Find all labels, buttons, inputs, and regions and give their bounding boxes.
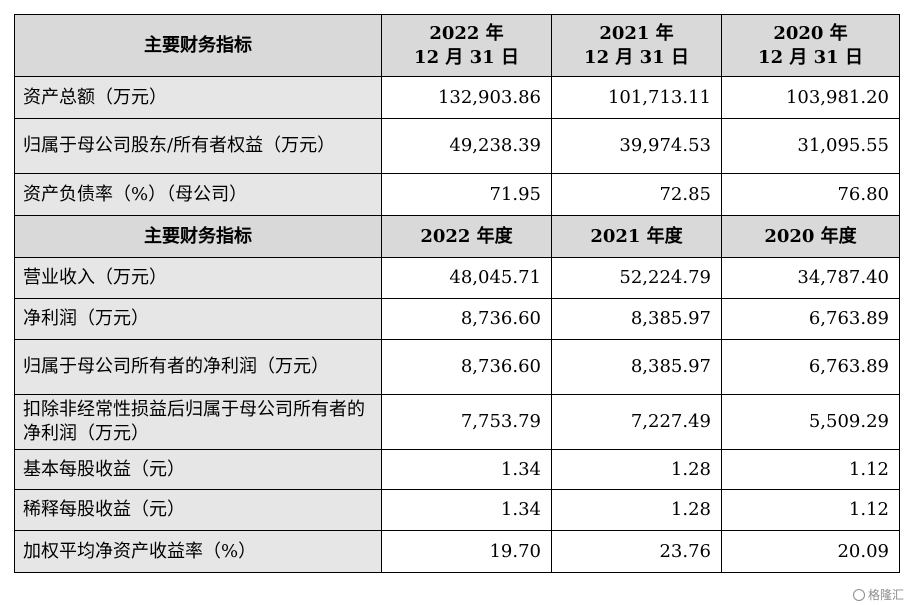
header-year-2020: 2020 年 12 月 31 日 <box>721 14 900 77</box>
table-row: 净利润（万元） 8,736.60 8,385.97 6,763.89 <box>14 298 900 340</box>
header-row-income: 主要财务指标 2022 年度 2021 年度 2020 年度 <box>14 215 900 258</box>
cell-2021: 101,713.11 <box>551 76 722 119</box>
cell-2021: 8,385.97 <box>551 339 722 395</box>
cell-2021: 7,227.49 <box>551 394 722 450</box>
cell-2022: 49,238.39 <box>381 118 552 174</box>
row-label: 归属于母公司所有者的净利润（万元） <box>14 339 382 395</box>
header-label: 主要财务指标 <box>14 215 382 258</box>
cell-2021: 1.28 <box>551 449 722 490</box>
table-row: 扣除非经常性损益后归属于母公司所有者的净利润（万元） 7,753.79 7,22… <box>14 394 900 450</box>
row-label: 营业收入（万元） <box>14 257 382 299</box>
cell-2020: 103,981.20 <box>721 76 900 119</box>
cell-2021: 72.85 <box>551 173 722 216</box>
table-row: 归属于母公司所有者的净利润（万元） 8,736.60 8,385.97 6,76… <box>14 339 900 395</box>
financial-indicators-table: 主要财务指标 2022 年 12 月 31 日 2021 年 12 月 31 日 2… <box>14 14 900 573</box>
row-label: 加权平均净资产收益率（%） <box>14 530 382 573</box>
watermark: 格隆汇 <box>852 586 904 603</box>
cell-2020: 76.80 <box>721 173 900 216</box>
cell-2020: 20.09 <box>721 530 900 573</box>
table-row: 营业收入（万元） 48,045.71 52,224.79 34,787.40 <box>14 257 900 299</box>
cell-2022: 7,753.79 <box>381 394 552 450</box>
header-year-2020: 2020 年度 <box>721 215 900 258</box>
row-label: 稀释每股收益（元） <box>14 489 382 531</box>
logo-icon <box>852 588 865 601</box>
header-year-2021: 2021 年度 <box>551 215 722 258</box>
cell-2022: 1.34 <box>381 449 552 490</box>
cell-2020: 5,509.29 <box>721 394 900 450</box>
table-row: 稀释每股收益（元） 1.34 1.28 1.12 <box>14 489 900 531</box>
row-label: 归属于母公司股东/所有者权益（万元） <box>14 118 382 174</box>
cell-2020: 1.12 <box>721 489 900 531</box>
header-year-2022: 2022 年 12 月 31 日 <box>381 14 552 77</box>
cell-2022: 8,736.60 <box>381 339 552 395</box>
cell-2020: 34,787.40 <box>721 257 900 299</box>
row-label: 净利润（万元） <box>14 298 382 340</box>
cell-2022: 19.70 <box>381 530 552 573</box>
header-year-2021: 2021 年 12 月 31 日 <box>551 14 722 77</box>
cell-2022: 71.95 <box>381 173 552 216</box>
cell-2020: 1.12 <box>721 449 900 490</box>
cell-2022: 8,736.60 <box>381 298 552 340</box>
watermark-text: 格隆汇 <box>867 588 904 602</box>
row-label: 资产负债率（%）（母公司） <box>14 173 382 216</box>
row-label: 基本每股收益（元） <box>14 449 382 490</box>
cell-2022: 132,903.86 <box>381 76 552 119</box>
table-row: 加权平均净资产收益率（%） 19.70 23.76 20.09 <box>14 530 900 573</box>
cell-2020: 31,095.55 <box>721 118 900 174</box>
header-label: 主要财务指标 <box>14 14 382 77</box>
cell-2020: 6,763.89 <box>721 339 900 395</box>
table-row: 资产总额（万元） 132,903.86 101,713.11 103,981.2… <box>14 76 900 119</box>
cell-2022: 48,045.71 <box>381 257 552 299</box>
table-row: 基本每股收益（元） 1.34 1.28 1.12 <box>14 449 900 490</box>
cell-2021: 39,974.53 <box>551 118 722 174</box>
cell-2021: 23.76 <box>551 530 722 573</box>
cell-2020: 6,763.89 <box>721 298 900 340</box>
cell-2021: 52,224.79 <box>551 257 722 299</box>
table-row: 归属于母公司股东/所有者权益（万元） 49,238.39 39,974.53 3… <box>14 118 900 174</box>
header-year-2022: 2022 年度 <box>381 215 552 258</box>
row-label: 资产总额（万元） <box>14 76 382 119</box>
cell-2021: 1.28 <box>551 489 722 531</box>
row-label: 扣除非经常性损益后归属于母公司所有者的净利润（万元） <box>14 394 382 450</box>
cell-2022: 1.34 <box>381 489 552 531</box>
header-row-balance: 主要财务指标 2022 年 12 月 31 日 2021 年 12 月 31 日 2… <box>14 14 900 77</box>
cell-2021: 8,385.97 <box>551 298 722 340</box>
table-row: 资产负债率（%）（母公司） 71.95 72.85 76.80 <box>14 173 900 216</box>
